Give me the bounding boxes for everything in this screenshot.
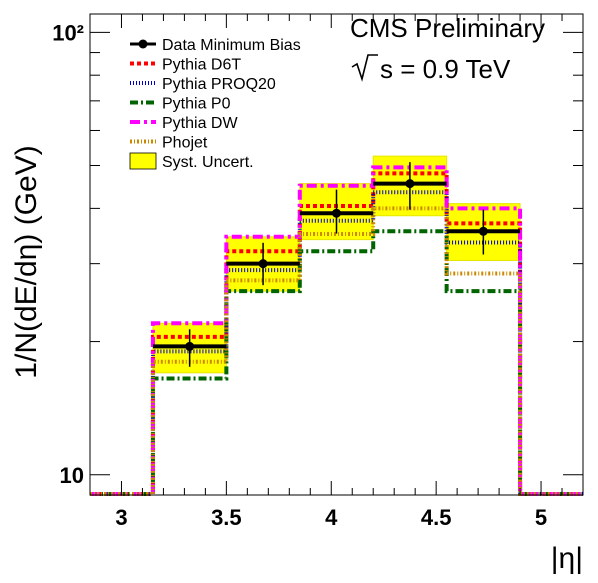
legend-label: Data Minimum Bias bbox=[162, 37, 301, 54]
y-axis-title: 1/N(dE/dη) (GeV) bbox=[10, 145, 43, 378]
y-tick-label: 10 bbox=[60, 463, 84, 488]
legend-label: Phojet bbox=[162, 135, 208, 152]
x-tick-label: 5 bbox=[535, 505, 547, 530]
energy-label: s = 0.9 TeV bbox=[351, 54, 511, 84]
series-line-phojet bbox=[90, 206, 583, 496]
data-point bbox=[332, 208, 341, 218]
legend-entry: Pythia P0 bbox=[130, 96, 231, 113]
x-tick-label: 3 bbox=[115, 505, 127, 530]
data-point bbox=[185, 341, 195, 351]
legend-label: Pythia P0 bbox=[162, 96, 231, 113]
syst-uncert-bands bbox=[152, 155, 521, 374]
x-axis-title: |η| bbox=[551, 542, 583, 575]
legend-entry: Pythia D6T bbox=[130, 57, 241, 74]
legend-entry: Syst. Uncert. bbox=[129, 152, 254, 171]
series-line-pythia-dw bbox=[90, 165, 583, 496]
legend-entry: Data Minimum Bias bbox=[130, 37, 301, 54]
legend-entry: Pythia PROQ20 bbox=[130, 76, 276, 93]
legend-entry: Phojet bbox=[130, 135, 208, 152]
x-tick-label: 3.5 bbox=[211, 505, 242, 530]
legend-label: Pythia DW bbox=[162, 115, 238, 132]
legend-symbol-band bbox=[129, 152, 157, 170]
legend-label: Pythia PROQ20 bbox=[162, 76, 276, 93]
y-tick-label: 10² bbox=[52, 20, 84, 45]
plot-frame bbox=[89, 13, 584, 496]
sqrt-symbol bbox=[351, 54, 378, 82]
series-line-pythia-p0 bbox=[90, 229, 583, 496]
cms-label: CMS Preliminary bbox=[350, 13, 545, 43]
legend-label: Syst. Uncert. bbox=[162, 154, 254, 171]
legend-label: Pythia D6T bbox=[162, 57, 241, 74]
legend-symbol-data-marker bbox=[138, 39, 148, 49]
x-tick-label: 4.5 bbox=[421, 505, 452, 530]
data-point bbox=[258, 259, 268, 269]
legend: Data Minimum Bias Pythia D6T Pythia PROQ20… bbox=[129, 37, 301, 171]
axes: 3 3.5 4 4.5 5 10 10² bbox=[52, 13, 584, 530]
data-point bbox=[405, 179, 415, 189]
data-minimum-bias-series bbox=[152, 162, 521, 367]
legend-entry: Pythia DW bbox=[130, 115, 238, 132]
data-point bbox=[478, 226, 488, 236]
x-tick-label: 4 bbox=[325, 505, 338, 530]
energy-text: s = 0.9 TeV bbox=[380, 54, 511, 84]
